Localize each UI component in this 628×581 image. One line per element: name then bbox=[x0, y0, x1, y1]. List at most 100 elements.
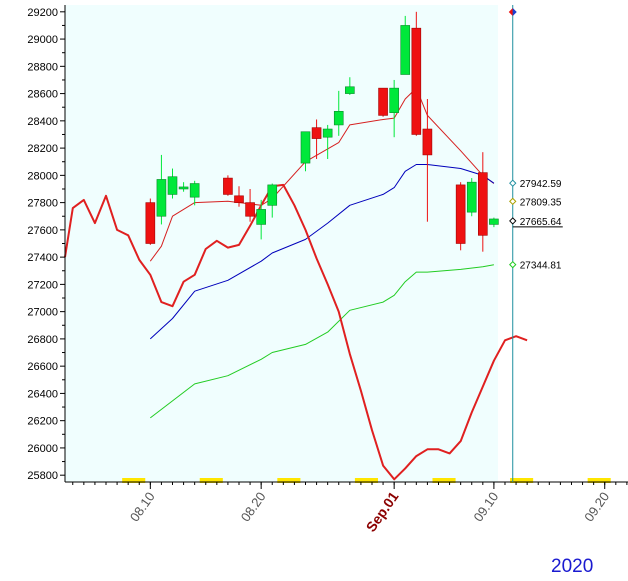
weekend-marker bbox=[432, 478, 445, 483]
x-tick-label: 09.10 bbox=[470, 489, 501, 524]
y-tick-label: 27200 bbox=[27, 279, 58, 291]
callout-label: 27344.81 bbox=[520, 261, 562, 272]
indicator-lines bbox=[64, 87, 528, 481]
y-tick-label: 28000 bbox=[27, 170, 58, 182]
callout-label: 27809.35 bbox=[520, 197, 562, 208]
candle bbox=[256, 199, 266, 240]
candle-body bbox=[311, 127, 322, 139]
value-callout: 27665.64 bbox=[509, 217, 563, 228]
candle bbox=[466, 178, 477, 217]
candle-body bbox=[333, 111, 344, 126]
candle bbox=[422, 99, 433, 222]
weekend-marker bbox=[210, 478, 223, 483]
candle bbox=[400, 15, 411, 75]
series-line-green bbox=[149, 264, 494, 419]
candle bbox=[478, 152, 488, 252]
candle-body bbox=[156, 179, 167, 217]
y-axis-ticks: 25800 26000 26200 26400 26600 26800 27000 27200… bbox=[27, 7, 65, 482]
y-tick-label: 28600 bbox=[27, 89, 58, 101]
weekend-marker bbox=[133, 478, 146, 483]
weekend-marker bbox=[354, 478, 367, 483]
candle bbox=[156, 154, 167, 225]
candle-body bbox=[455, 184, 466, 244]
callout-label: 27942.59 bbox=[520, 179, 562, 190]
y-tick-label: 27600 bbox=[27, 225, 58, 237]
candle bbox=[189, 180, 200, 206]
candle-body bbox=[245, 202, 255, 217]
callout-diamond-icon bbox=[509, 217, 517, 225]
candle bbox=[378, 87, 388, 117]
y-tick-label: 29200 bbox=[27, 7, 58, 19]
candle-body bbox=[411, 27, 422, 135]
candle-body bbox=[489, 218, 499, 225]
callout-diamond-icon bbox=[509, 179, 517, 187]
weekend-markers bbox=[122, 478, 611, 483]
candle-body bbox=[378, 87, 388, 116]
plot-background bbox=[65, 5, 498, 482]
candle-body bbox=[466, 181, 477, 213]
candle-body bbox=[189, 183, 200, 198]
y-tick-label: 28800 bbox=[27, 61, 58, 73]
callout-diamond-icon bbox=[509, 260, 517, 269]
y-tick-label: 28400 bbox=[27, 116, 58, 128]
value-callout: 27344.81 bbox=[509, 260, 562, 272]
candle-body bbox=[167, 176, 178, 195]
candle-body bbox=[223, 177, 233, 195]
candle bbox=[300, 131, 311, 172]
candle-body bbox=[322, 128, 333, 138]
candle-body bbox=[267, 184, 278, 206]
series-line-blue bbox=[149, 164, 495, 340]
y-tick-label: 27800 bbox=[27, 198, 58, 210]
y-tick-label: 29000 bbox=[27, 34, 58, 46]
y-tick-label: 26200 bbox=[27, 416, 58, 428]
y-tick-label: 27400 bbox=[27, 252, 58, 264]
y-tick-label: 27000 bbox=[27, 307, 58, 319]
candle-body bbox=[234, 195, 244, 203]
series-line-thick-red bbox=[64, 183, 528, 481]
candle bbox=[223, 175, 233, 196]
y-tick-label: 28200 bbox=[27, 143, 58, 155]
year-label: 2020 bbox=[551, 556, 594, 577]
y-tick-label: 26400 bbox=[27, 388, 58, 400]
candle-body bbox=[145, 202, 156, 244]
weekend-marker bbox=[288, 478, 301, 483]
callout-label: 27665.64 bbox=[520, 217, 562, 228]
candle bbox=[322, 124, 333, 160]
x-tick-label: 08.10 bbox=[127, 489, 158, 524]
candle-body bbox=[478, 172, 488, 236]
x-tick-label: 09.20 bbox=[581, 489, 612, 524]
weekend-marker bbox=[277, 478, 290, 483]
weekend-marker bbox=[587, 478, 600, 483]
cursor-marker-right bbox=[512, 8, 517, 16]
weekend-marker bbox=[443, 478, 456, 483]
candle bbox=[267, 183, 278, 218]
weekend-marker bbox=[122, 478, 135, 483]
candle bbox=[311, 119, 322, 160]
weekend-marker bbox=[199, 478, 212, 483]
candle-body bbox=[400, 25, 411, 75]
candle bbox=[455, 182, 466, 251]
x-axis-ticks: 08.10 08.20 Sep.01 09.10 09.20 bbox=[72, 482, 628, 535]
candle bbox=[178, 182, 189, 192]
cursor-marker-icon[interactable] bbox=[508, 8, 517, 16]
value-callouts: 27942.59 27809.35 27665.64 27344.81 bbox=[509, 179, 563, 272]
candle-body bbox=[256, 209, 266, 225]
weekend-marker bbox=[598, 478, 611, 483]
value-callout: 27942.59 bbox=[509, 179, 562, 190]
candle bbox=[145, 198, 156, 245]
y-tick-label: 26000 bbox=[27, 443, 58, 455]
candle-body bbox=[345, 86, 355, 94]
candle bbox=[345, 77, 355, 95]
value-callout: 27809.35 bbox=[509, 197, 562, 208]
y-tick-label: 25800 bbox=[27, 470, 58, 482]
candle bbox=[234, 186, 244, 207]
candle bbox=[411, 11, 422, 136]
candle bbox=[389, 79, 399, 138]
y-tick-label: 26800 bbox=[27, 334, 58, 346]
candle-body bbox=[422, 128, 433, 156]
series-line-thin-red bbox=[149, 87, 495, 262]
candle-body bbox=[300, 131, 311, 164]
candle bbox=[167, 168, 178, 199]
x-tick-label: 08.20 bbox=[238, 489, 269, 524]
